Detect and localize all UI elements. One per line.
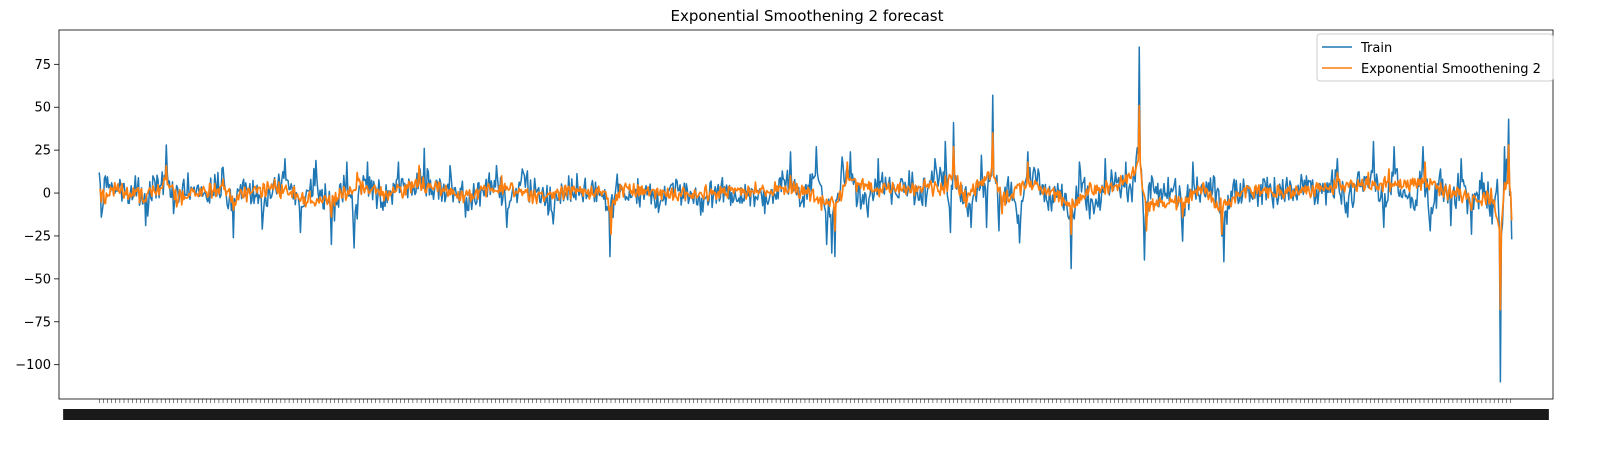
series-group [98,46,1513,383]
y-tick-label: 50 [34,101,51,116]
y-tick-label: 0 [43,187,51,202]
y-tick-label: 75 [34,58,51,73]
y-tick-label: 25 [34,144,51,159]
y-tick-label: −75 [24,315,51,330]
y-tick-label: −100 [15,358,51,373]
y-tick-label: −50 [24,272,51,287]
y-tick-label: −25 [24,229,51,244]
axes-frame [58,29,1554,400]
series-line-exponential-smoothening-2 [99,104,1513,311]
x-axis [63,399,1549,420]
legend: Train Exponential Smoothening 2 [1316,33,1554,82]
y-axis: 75 50 25 0 −25 −50 −75 −100 [15,58,59,373]
legend-label-exponential-smoothening-2: Exponential Smoothening 2 [1361,62,1541,77]
plot-area: 75 50 25 0 −25 −50 −75 −100 [15,29,1554,420]
legend-box [1316,33,1554,82]
legend-label-train: Train [1360,41,1392,56]
x-tick-label-band [63,409,1549,420]
x-tick-marks [98,399,1511,403]
chart-title: Exponential Smoothening 2 forecast [670,7,943,25]
